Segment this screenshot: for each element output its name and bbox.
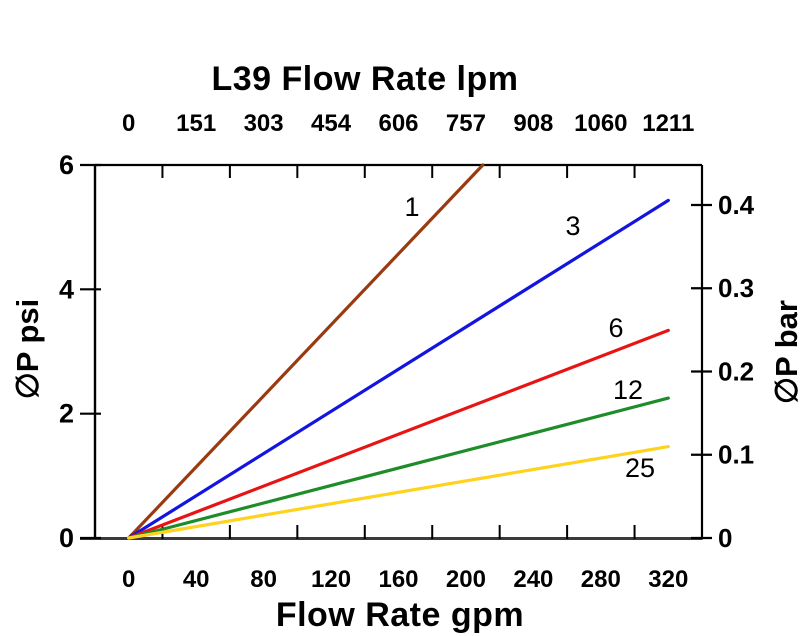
x-axis-bottom-tick-label: 120 [311, 566, 351, 593]
series-label-12: 12 [613, 375, 643, 405]
y-axis-right-tick-label: 0 [718, 523, 732, 553]
x-axis-bottom-tick-label: 280 [581, 566, 621, 593]
series-line-6 [127, 328, 670, 540]
y-axis-left-tick-label: 2 [59, 399, 74, 429]
series-label-25: 25 [625, 453, 655, 483]
y-axis-title-right: ∅P bar [769, 300, 804, 404]
y-axis-right-tick-label: 0.3 [718, 273, 754, 303]
x-axis-top-tick-label: 0 [122, 110, 135, 137]
x-axis-top-tick-label: 454 [311, 110, 352, 137]
x-axis-top-tick-label: 1060 [574, 110, 627, 137]
y-axis-left-tick-label: 4 [59, 274, 74, 304]
x-axis-bottom-tick-label: 40 [183, 566, 210, 593]
y-axis-left-tick-label: 0 [59, 523, 74, 553]
x-axis-top-tick-label: 606 [378, 110, 418, 137]
x-axis-bottom-tick-label: 0 [122, 566, 135, 593]
x-axis-top-tick-label: 1211 [642, 110, 694, 137]
x-axis-bottom-tick-label: 200 [446, 566, 486, 593]
series-label-3: 3 [565, 211, 580, 241]
y-axis-right-tick-label: 0.1 [718, 440, 754, 470]
series-line-25 [127, 445, 670, 540]
x-axis-top-tick-label: 303 [244, 110, 284, 137]
x-axis-bottom-tick-label: 320 [648, 566, 688, 593]
series-label-1: 1 [404, 192, 419, 222]
x-axis-bottom-tick-label: 80 [250, 566, 277, 593]
series-label-6: 6 [608, 313, 623, 343]
y-axis-right-tick-label: 0.4 [718, 190, 755, 220]
series-line-3 [127, 198, 670, 540]
series-line-1 [127, 163, 485, 540]
x-axis-bottom-tick-label: 160 [378, 566, 418, 593]
y-axis-right-tick-label: 0.2 [718, 356, 754, 386]
y-axis-left-tick-label: 6 [59, 150, 74, 180]
y-axis-title-left: ∅P psi [10, 298, 45, 400]
x-axis-top-tick-label: 757 [446, 110, 486, 137]
x-axis-top-tick-label: 908 [513, 110, 553, 137]
x-axis-title-bottom: Flow Rate gpm [275, 596, 525, 634]
x-axis-bottom-tick-label: 240 [513, 566, 553, 593]
x-axis-top-tick-label: 151 [176, 110, 216, 137]
series-line-12 [127, 396, 670, 540]
chart-title: L39 Flow Rate lpm [211, 60, 519, 98]
